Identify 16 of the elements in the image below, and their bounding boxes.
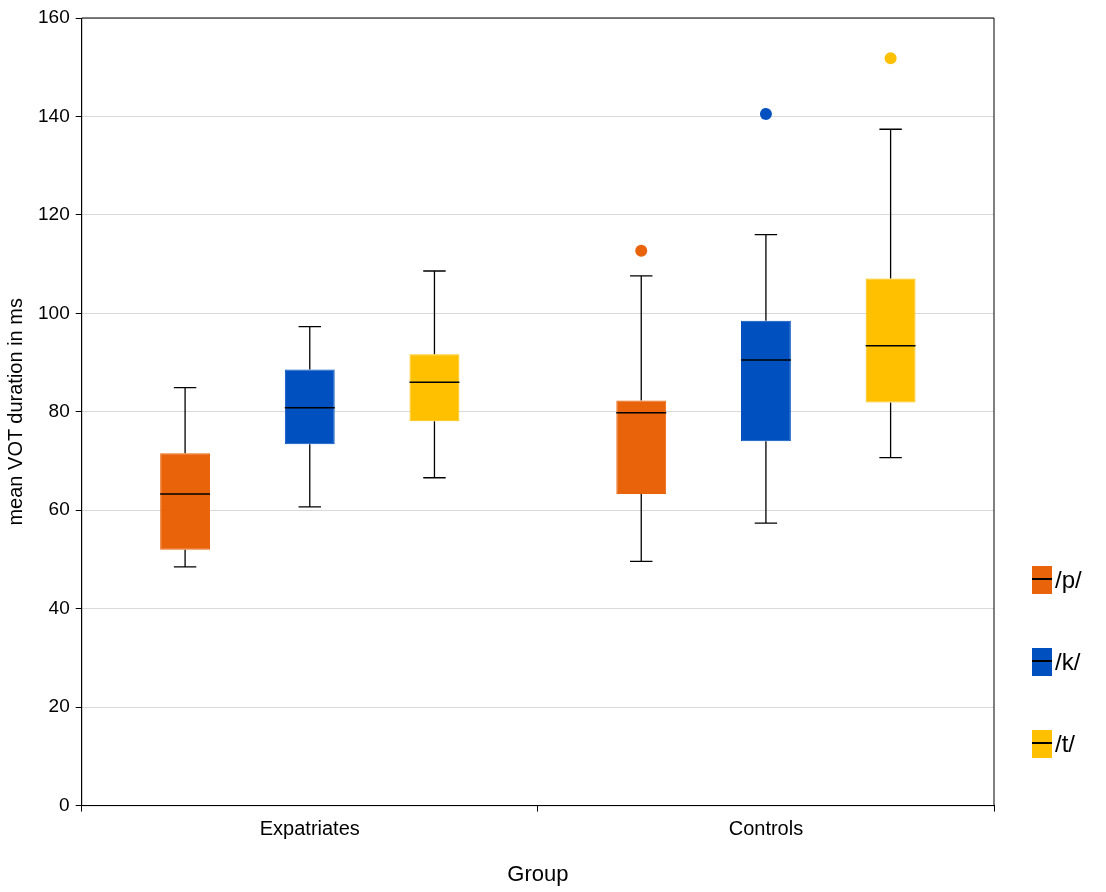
- y-axis-title: mean VOT duration in ms: [3, 298, 26, 526]
- x-tick-label: Controls: [728, 817, 804, 840]
- y-tick-label: 0: [59, 793, 70, 815]
- x-tick-label: Expatriates: [259, 817, 360, 840]
- y-tick-label: 140: [38, 104, 70, 126]
- legend-label: /t/: [1055, 730, 1076, 758]
- legend-label: /p/: [1055, 566, 1082, 594]
- y-tick-label: 100: [38, 301, 70, 323]
- y-tick-label: 120: [38, 203, 70, 225]
- y-tick-label: 40: [48, 596, 70, 618]
- legend-label: /k/: [1055, 648, 1081, 676]
- y-tick-label: 20: [48, 695, 70, 717]
- y-tick-label: 60: [48, 498, 70, 520]
- y-tick-label: 160: [38, 6, 70, 28]
- y-tick-label: 80: [48, 400, 70, 422]
- x-axis-title: Group: [507, 860, 569, 886]
